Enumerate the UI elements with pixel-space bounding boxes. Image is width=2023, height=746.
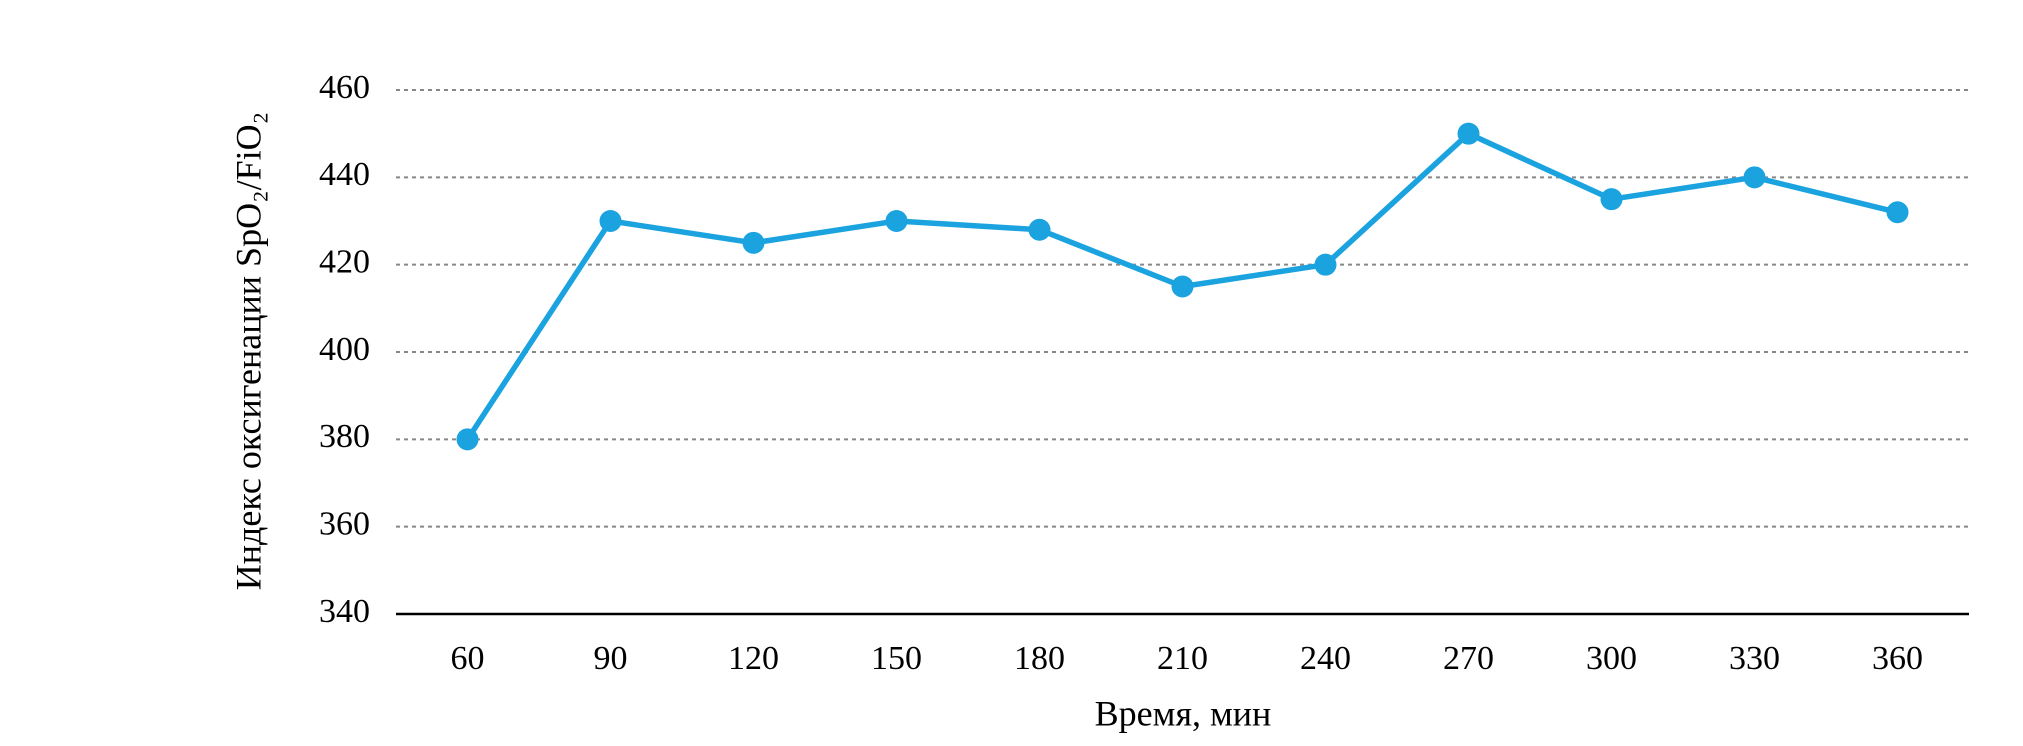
y-tick-label: 400 bbox=[319, 331, 370, 368]
data-point bbox=[599, 210, 622, 232]
x-tick-label: 240 bbox=[1300, 640, 1351, 677]
y-axis-title: Индекс оксигенации SpO₂/FiO₂ bbox=[228, 112, 268, 590]
x-tick-label: 60 bbox=[451, 640, 485, 677]
data-point bbox=[1314, 253, 1337, 276]
x-axis-title: Время, мин bbox=[1095, 693, 1272, 733]
y-tick-label: 340 bbox=[319, 593, 370, 630]
y-tick-label: 440 bbox=[319, 156, 370, 193]
data-point bbox=[1600, 188, 1623, 211]
x-tick-label: 210 bbox=[1157, 640, 1208, 677]
data-point bbox=[742, 231, 765, 254]
data-point bbox=[1886, 201, 1909, 224]
x-tick-label: 120 bbox=[728, 640, 779, 677]
data-point bbox=[1171, 275, 1194, 298]
y-tick-label: 360 bbox=[319, 505, 370, 542]
y-tick-label: 420 bbox=[319, 243, 370, 280]
x-tick-label: 360 bbox=[1872, 640, 1923, 677]
data-point bbox=[1028, 218, 1051, 241]
x-tick-label: 330 bbox=[1729, 640, 1780, 677]
data-point bbox=[885, 210, 908, 232]
x-tick-label: 270 bbox=[1443, 640, 1494, 677]
y-tick-label: 380 bbox=[319, 418, 370, 455]
x-tick-label: 150 bbox=[871, 640, 922, 677]
x-tick-label: 90 bbox=[594, 640, 628, 677]
data-point bbox=[1743, 166, 1766, 189]
data-point bbox=[1457, 122, 1480, 145]
x-tick-label: 180 bbox=[1014, 640, 1065, 677]
data-point bbox=[456, 428, 479, 451]
y-tick-label: 460 bbox=[319, 69, 370, 106]
x-tick-label: 300 bbox=[1586, 640, 1637, 677]
